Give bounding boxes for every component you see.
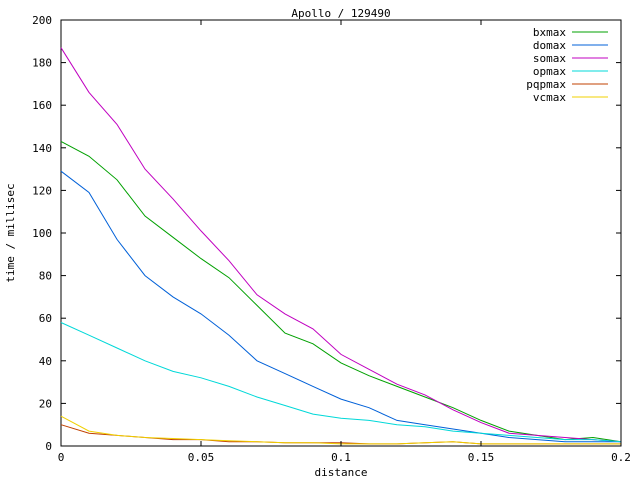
y-tick-label: 40 (39, 355, 52, 368)
y-tick-label: 100 (32, 227, 52, 240)
series-line-domax (60, 170, 621, 443)
y-tick-label: 180 (32, 57, 52, 70)
y-tick-label: 120 (32, 184, 52, 197)
legend-label-pqpmax: pqpmax (526, 78, 566, 91)
chart-title: Apollo / 129490 (291, 7, 390, 20)
series-line-opmax (60, 322, 622, 443)
series-layer (60, 47, 622, 445)
legend-label-vcmax: vcmax (533, 91, 566, 104)
x-tick-label: 0 (58, 451, 65, 464)
y-tick-label: 20 (39, 397, 52, 410)
y-tick-label: 140 (32, 142, 52, 155)
x-tick-label: 0.1 (331, 451, 351, 464)
legend-label-domax: domax (533, 39, 566, 52)
series-line-bxmax (60, 140, 622, 443)
legend-label-somax: somax (533, 52, 566, 65)
x-tick-label: 0.05 (188, 451, 215, 464)
legend-label-opmax: opmax (533, 65, 566, 78)
x-tick-label: 0.2 (611, 451, 631, 464)
y-tick-label: 60 (39, 312, 52, 325)
y-tick-label: 80 (39, 270, 52, 283)
y-tick-label: 200 (32, 14, 52, 27)
x-axis-label: distance (315, 466, 368, 479)
y-tick-label: 160 (32, 99, 52, 112)
legend-label-bxmax: bxmax (533, 26, 566, 39)
series-line-somax (60, 47, 622, 443)
y-tick-label: 0 (45, 440, 52, 453)
axis-layer: 0 0.05 0.1 0.15 0.2 0 20 40 60 80 100 120 140 160 180 2… (32, 14, 631, 464)
x-tick-label: 0.15 (468, 451, 495, 464)
y-axis-label: time / millisec (4, 183, 17, 282)
